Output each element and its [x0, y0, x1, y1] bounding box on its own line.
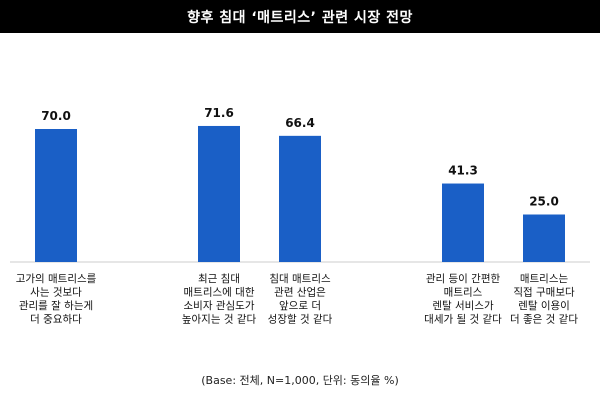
category-label-2-line-3: 소비자 관심도가	[184, 300, 255, 312]
category-label-3-line-3: 앞으로 더	[279, 300, 321, 312]
category-label-2-line-2: 매트리스에 대한	[184, 287, 255, 299]
bar-3	[279, 135, 321, 262]
category-label-1-line-3: 관리를 잘 하는게	[19, 299, 93, 312]
bar-value-label-1: 70.0	[41, 109, 71, 123]
category-label-3-line-4: 성장할 것 같다	[268, 314, 333, 326]
category-label-3-line-1: 침대 매트리스	[269, 273, 331, 285]
chart-title: 향후 침대 ‘매트리스’ 관련 시장 전망	[0, 0, 600, 33]
category-label-4-line-2: 매트리스	[444, 287, 483, 299]
bar-value-label-3: 66.4	[285, 116, 315, 130]
category-label-2-line-4: 높아지는 것 같다	[182, 314, 257, 326]
bar-value-label-2: 71.6	[204, 106, 234, 120]
category-label-4-line-3: 렌탈 서비스가	[432, 299, 494, 312]
category-label-5-line-4: 더 좋은 것 같다	[510, 314, 578, 326]
category-label-5-line-2: 직접 구매보다	[513, 287, 575, 299]
bar-5	[523, 214, 565, 262]
category-label-1-line-4: 더 중요하다	[30, 313, 82, 326]
category-label-2-line-1: 최근 침대	[198, 273, 240, 285]
category-label-3-line-2: 관련 산업은	[274, 286, 326, 299]
bar-2	[198, 125, 240, 263]
footnote: (Base: 전체, N=1,000, 단위: 동의율 %)	[201, 374, 399, 387]
category-label-1-line-2: 사는 것보다	[30, 287, 82, 299]
category-label-4-line-1: 관리 등이 간편한	[426, 272, 501, 285]
category-label-1-line-1: 고가의 매트리스를	[16, 273, 97, 285]
category-label-5-line-3: 렌탈 이용이	[518, 299, 570, 312]
category-label-5-line-1: 매트리스는	[520, 273, 569, 285]
category-label-4-line-4: 대세가 될 것 같다	[424, 314, 502, 326]
bar-4	[442, 183, 484, 262]
bar-value-label-5: 25.0	[529, 195, 559, 209]
bar-value-label-4: 41.3	[448, 164, 478, 178]
bar-1	[35, 129, 77, 262]
